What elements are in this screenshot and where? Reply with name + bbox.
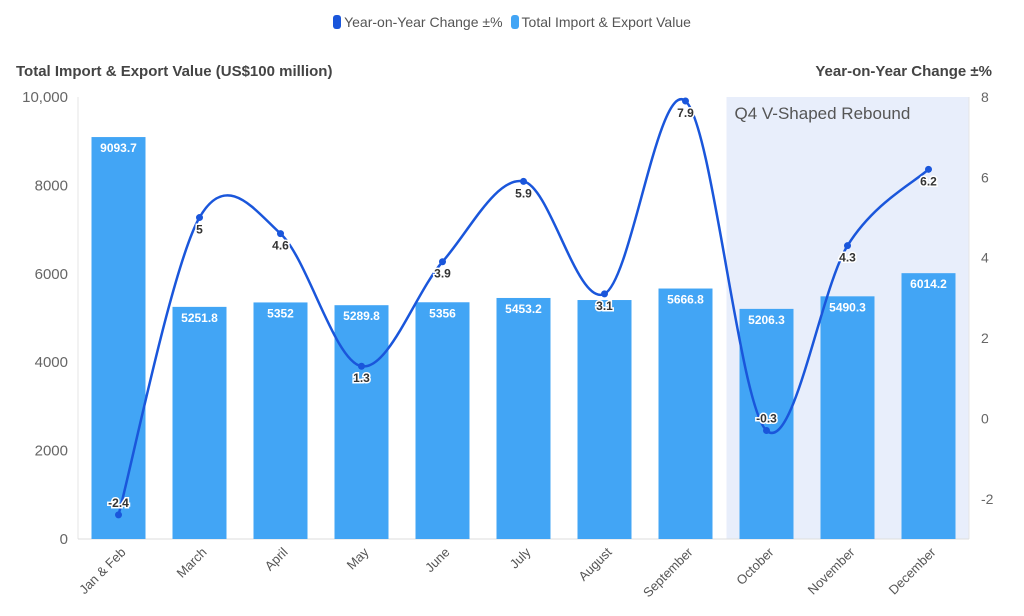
left-tick-label: 4000: [35, 354, 68, 371]
bar-value-label: 5206.3: [748, 313, 785, 327]
bar-value-label: 5289.8: [343, 309, 380, 323]
yoy-value-label: 7.9: [677, 106, 694, 120]
right-tick-label: 0: [981, 410, 989, 426]
yoy-point: [763, 427, 770, 435]
yoy-value-label: -2.4: [108, 496, 129, 510]
bar-value-label: 5666.8: [667, 293, 704, 307]
bar-value-label: 6014.2: [910, 277, 947, 291]
yoy-value-label: 6.2: [920, 174, 937, 188]
yoy-value-label: -0.3: [756, 412, 777, 426]
yoy-point: [925, 165, 932, 173]
bar-value-label: 5251.8: [181, 311, 218, 325]
right-tick-label: 4: [981, 250, 989, 266]
yoy-line: [117, 98, 930, 516]
bar: [334, 305, 389, 539]
yoy-value-label: 4.3: [839, 251, 856, 265]
yoy-point: [682, 97, 689, 105]
x-tick-label: July: [507, 544, 534, 571]
annotation-label: Q4 V-Shaped Rebound: [735, 104, 911, 123]
yoy-point: [277, 230, 284, 238]
bar-value-label: 5356: [429, 306, 456, 320]
left-axis-title: Total Import & Export Value (US$100 mill…: [16, 63, 333, 80]
bar: [658, 288, 713, 539]
yoy-point: [601, 290, 608, 298]
x-tick-label: March: [173, 545, 209, 581]
bar-value-label: 5490.3: [829, 300, 866, 314]
right-tick-label: 6: [981, 169, 989, 185]
x-tick-label: November: [805, 544, 858, 597]
left-tick-label: 0: [60, 531, 68, 548]
x-tick-label: May: [344, 544, 372, 572]
bar-value-label: 5453.2: [505, 302, 542, 316]
yoy-value-label: 5: [196, 223, 203, 237]
yoy-point: [196, 214, 203, 222]
bar-value-label: 5352: [267, 306, 294, 320]
yoy-value-label: 3.1: [596, 299, 613, 313]
right-axis-title: Year-on-Year Change ±%: [815, 63, 992, 80]
bar: [577, 300, 632, 539]
yoy-point: [520, 177, 527, 185]
yoy-value-label: 4.6: [272, 239, 289, 253]
legend-item-yoy[interactable]: Year-on-Year Change ±%: [333, 14, 503, 30]
x-tick-label: October: [733, 544, 777, 588]
right-tick-label: 2: [981, 330, 989, 346]
x-tick-label: Jan & Feb: [76, 545, 129, 598]
x-tick-label: December: [886, 544, 939, 597]
yoy-value-label: 5.9: [515, 186, 532, 200]
x-tick-label: September: [640, 544, 696, 600]
left-tick-label: 2000: [35, 443, 68, 460]
x-tick-label: June: [422, 545, 453, 576]
bar: [820, 296, 875, 539]
yoy-point: [439, 258, 446, 266]
bar: [253, 302, 308, 539]
x-tick-label: August: [575, 544, 614, 583]
legend-label: Year-on-Year Change ±%: [344, 14, 503, 30]
legend-label: Total Import & Export Value: [521, 14, 691, 30]
yoy-value-label: 3.9: [434, 267, 451, 281]
right-tick-label: 8: [981, 89, 989, 105]
yoy-point: [115, 511, 122, 519]
yoy-value-label: 1.3: [353, 371, 370, 385]
bar: [496, 297, 551, 539]
bar: [901, 273, 956, 539]
legend: Year-on-Year Change ±% Total Import & Ex…: [0, 14, 1024, 30]
bar: [91, 137, 146, 539]
left-tick-label: 8000: [35, 177, 68, 194]
legend-swatch: [333, 15, 342, 29]
legend-item-value[interactable]: Total Import & Export Value: [510, 14, 691, 30]
bar: [172, 306, 227, 539]
bar: [415, 302, 470, 539]
legend-swatch: [510, 15, 519, 29]
right-tick-label: -2: [981, 491, 994, 507]
yoy-point: [844, 242, 851, 250]
left-tick-label: 10,000: [22, 89, 68, 106]
bar-value-label: 9093.7: [100, 141, 137, 155]
x-tick-label: April: [262, 544, 291, 573]
yoy-point: [358, 362, 365, 370]
left-tick-label: 6000: [35, 266, 68, 283]
